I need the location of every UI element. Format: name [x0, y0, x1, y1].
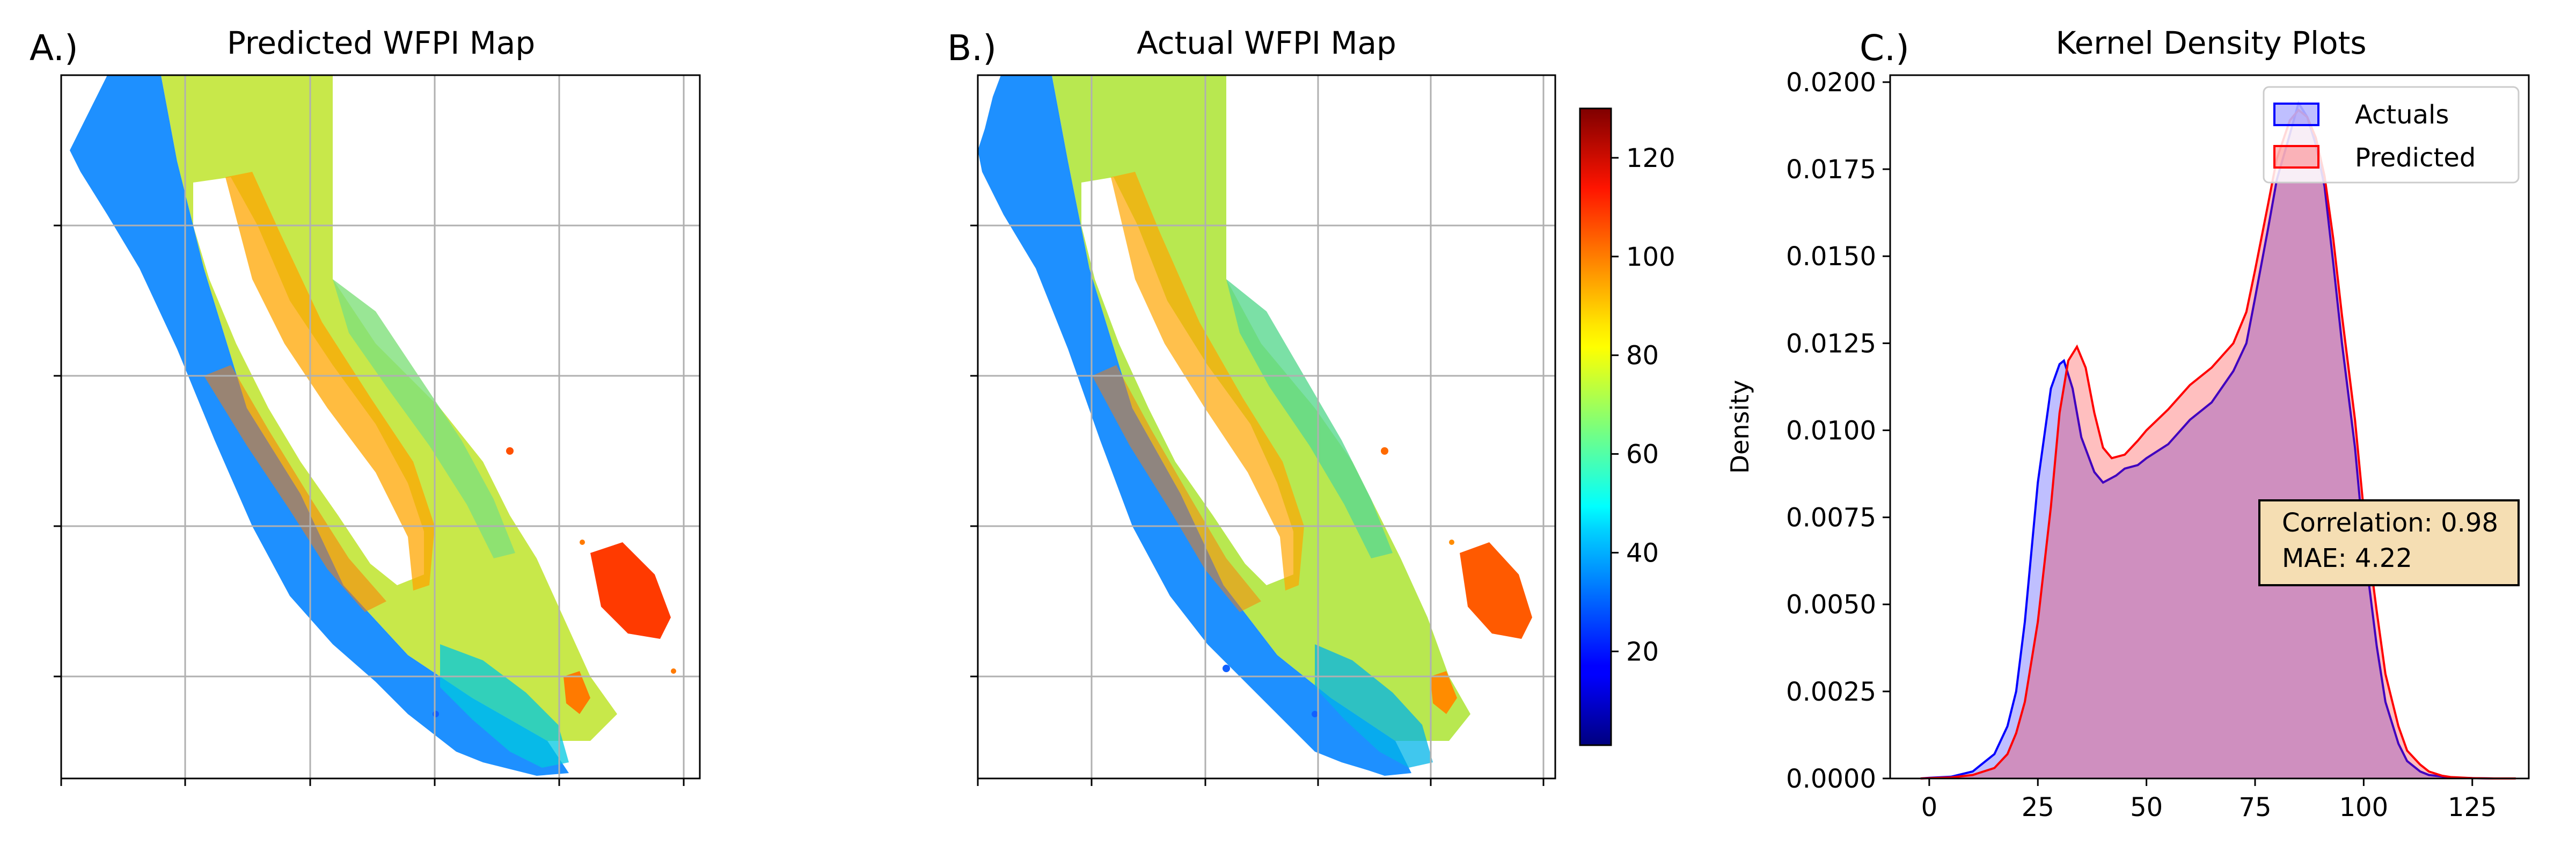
panel-b-map: [970, 74, 1556, 786]
colorbar-tick-label: 40: [1626, 538, 1659, 568]
y-tick-label: 0.0175: [1786, 155, 1876, 185]
y-tick-label: 0.0025: [1786, 677, 1876, 707]
panel-a-label: A.): [30, 27, 78, 69]
x-tick-label: 75: [2238, 792, 2271, 822]
map-b-desert-patch-small: [1430, 671, 1457, 714]
map-b-frame: [977, 74, 1556, 780]
x-tick-label: 0: [1921, 792, 1938, 822]
map-b-land-coast: [978, 75, 1411, 776]
map-a-speck-4: [671, 668, 676, 674]
y-tick-label: 0.0000: [1786, 764, 1876, 794]
map-a-south-coast: [440, 644, 569, 768]
colorbar-tick-label: 120: [1626, 143, 1675, 173]
x-tick-label: 50: [2130, 792, 2163, 822]
stats-box: [2258, 499, 2520, 586]
map-b-desert-patch: [1460, 542, 1532, 639]
legend-label-predicted: Predicted: [2355, 143, 2476, 173]
series-area-actuals: [1920, 103, 2516, 778]
map-b-regions: [978, 75, 1532, 776]
panel-b-label: B.): [947, 27, 997, 69]
map-a-speck-1: [506, 447, 514, 455]
y-tick-label: 0.0150: [1786, 242, 1876, 272]
colorbar: 20 40 60 80 100 120: [1579, 107, 1675, 746]
stats-correlation: Correlation: 0.98: [2282, 508, 2498, 538]
panel-c-kde: 0.0000 0.0025 0.0050 0.0075 0.0100 0.0125 0.01…: [1725, 68, 2530, 822]
series-line-actuals: [1920, 100, 2516, 780]
kde-series: [1920, 100, 2516, 780]
map-b-speck-2: [1449, 540, 1454, 545]
map-a-warm-band-2: [204, 365, 386, 612]
kde-frame: [1889, 74, 2530, 780]
panel-c-label: C.): [1860, 27, 1909, 69]
panel-c-title: Kernel Density Plots: [2055, 25, 2366, 61]
panel-a-map: [54, 74, 701, 786]
map-b-warm-band-1: [1111, 172, 1304, 591]
kde-x-ticks: 0 25 50 75 100 125: [1921, 778, 2497, 822]
stats-annotation: Correlation: 0.98 MAE: 4.22: [2258, 499, 2520, 586]
x-tick-label: 25: [2022, 792, 2054, 822]
map-b-central-valley: [1081, 177, 1293, 585]
panel-a-title: Predicted WFPI Map: [227, 25, 535, 61]
legend-swatch-actuals: [2273, 103, 2319, 126]
legend-label-actuals: Actuals: [2355, 100, 2449, 130]
stats-mae: MAE: 4.22: [2282, 543, 2412, 573]
y-tick-label: 0.0050: [1786, 590, 1876, 620]
series-area-predicted: [1920, 110, 2516, 778]
map-a-speck-2: [580, 540, 585, 545]
x-tick-label: 125: [2448, 792, 2497, 822]
legend: Actuals Predicted: [2263, 86, 2520, 184]
map-a-desert-patch-small: [564, 671, 590, 714]
map-a-speck-3: [433, 711, 439, 717]
colorbar-gradient: [1580, 108, 1611, 745]
colorbar-tick-label: 60: [1626, 440, 1659, 470]
kde-y-ticks: 0.0000 0.0025 0.0050 0.0075 0.0100 0.0125 0.01…: [1786, 68, 1890, 794]
panel-b-title: Actual WFPI Map: [1137, 25, 1396, 61]
y-tick-label: 0.0100: [1786, 416, 1876, 446]
colorbar-tick-label: 80: [1626, 341, 1659, 371]
map-b-warm-band-2: [1092, 365, 1261, 612]
colorbar-tick-label: 100: [1626, 242, 1675, 272]
colorbar-frame: [1579, 107, 1612, 746]
map-a-desert-patch: [590, 542, 671, 639]
colorbar-tick-label: 20: [1626, 637, 1659, 667]
y-tick-label: 0.0200: [1786, 68, 1876, 98]
map-a-land-coast: [70, 75, 569, 776]
map-a-warm-band-1: [225, 172, 435, 591]
legend-swatch-predicted: [2273, 145, 2319, 169]
map-b-speck-1: [1381, 447, 1388, 455]
colorbar-ticks: 20 40 60 80 100 120: [1611, 143, 1675, 667]
y-axis-label: Density: [1725, 380, 1754, 474]
y-tick-label: 0.0125: [1786, 329, 1876, 359]
map-a-regions: [70, 75, 676, 776]
series-line-predicted: [1920, 108, 2516, 780]
x-tick-label: 100: [2339, 792, 2389, 822]
map-b-speck-3: [1223, 665, 1230, 672]
map-b-speck-4: [1312, 711, 1318, 717]
legend-box: [2263, 86, 2520, 184]
map-b-south-coast: [1315, 644, 1433, 768]
map-a-frame: [60, 74, 701, 780]
y-tick-label: 0.0075: [1786, 503, 1876, 533]
map-a-central-valley: [193, 177, 424, 585]
map-b-sierra-band: [1226, 279, 1393, 558]
map-a-sierra-band: [333, 279, 515, 558]
